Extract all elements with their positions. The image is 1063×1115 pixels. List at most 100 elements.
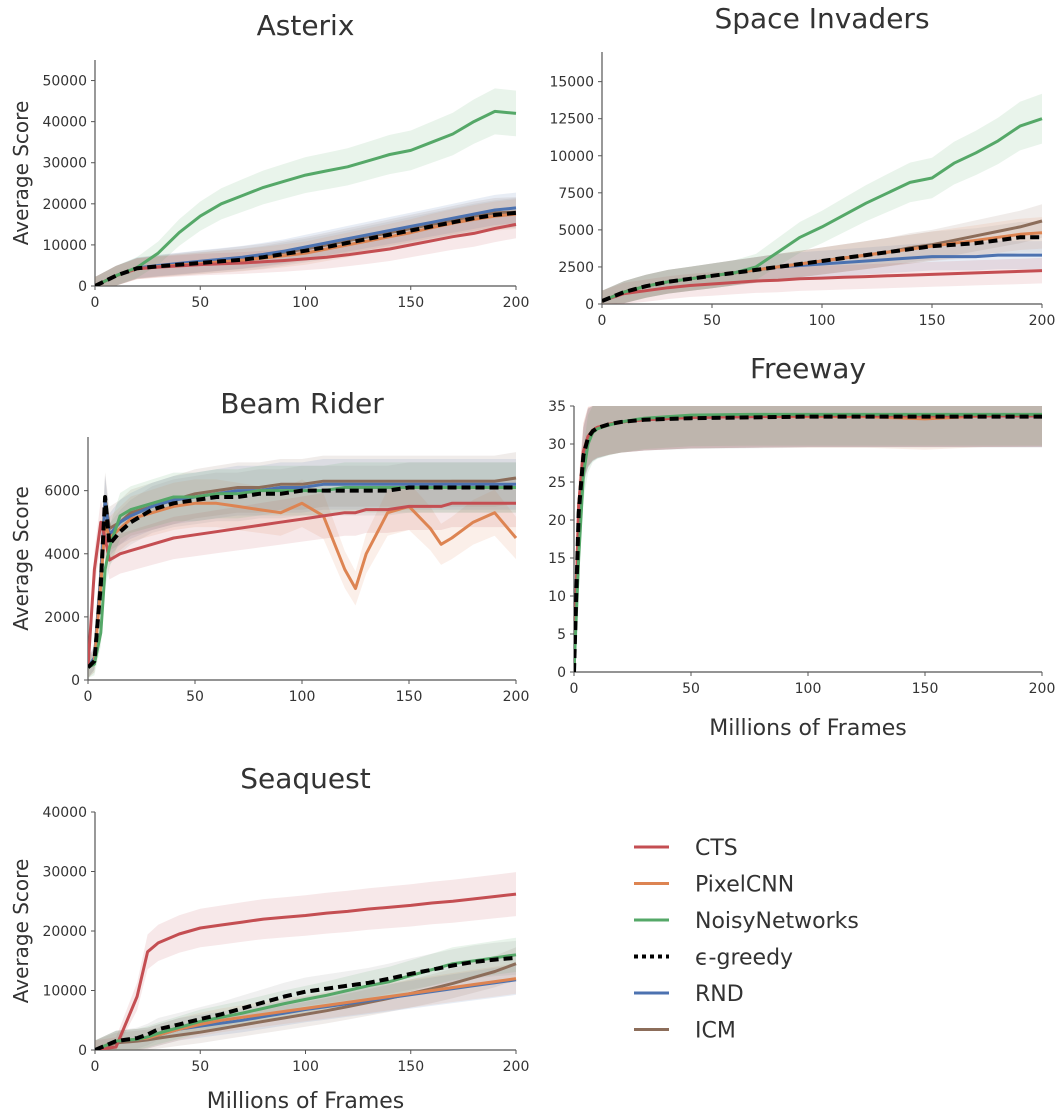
- series-line-icm: [88, 476, 517, 669]
- legend-label: RND: [695, 982, 744, 1007]
- y-tick-label: 10000: [549, 149, 594, 165]
- y-axis-label: Average Score: [9, 101, 33, 246]
- y-tick-label: 12500: [549, 112, 594, 128]
- x-tick-label: 50: [703, 313, 721, 329]
- x-tick-label: 0: [570, 681, 579, 697]
- chart-panel-1: Asterix 0 50 100 150 200 0 10000 20000 30000 40000…: [9, 9, 529, 311]
- x-axis-label: Millions of Frames: [207, 1089, 405, 1114]
- legend-item: PixelCNN: [634, 873, 794, 898]
- series-line-icm: [95, 962, 517, 1050]
- series-line-cts: [95, 892, 517, 1050]
- y-tick-label: 4000: [44, 547, 80, 563]
- band-rnd: [88, 459, 516, 679]
- x-tick-label: 0: [598, 313, 607, 329]
- x-tick-label: 0: [91, 1059, 100, 1075]
- y-tick-label: 40000: [42, 805, 87, 821]
- band-greedy: [574, 406, 1042, 672]
- x-tick-label: 50: [682, 681, 700, 697]
- y-tick-label: 40000: [42, 115, 87, 131]
- y-axis-label: Average Score: [9, 486, 33, 631]
- chart-panel-4: Freeway 0 50 100 150 200 0 5 10 15 20 25 30 35 Million…: [548, 352, 1055, 741]
- y-tick-label: 0: [71, 673, 80, 689]
- series-line-cts: [574, 414, 1042, 672]
- legend-item: CTS: [634, 836, 738, 861]
- x-tick-label: 100: [292, 295, 319, 311]
- chart-title: Freeway: [750, 352, 866, 385]
- y-tick-label: 7500: [558, 186, 594, 202]
- y-axis-label: Average Score: [9, 859, 33, 1004]
- series-line-rnd: [88, 482, 516, 669]
- y-tick-label: 20000: [42, 924, 87, 940]
- chart-title: Beam Rider: [220, 387, 384, 420]
- chart-panel-5: Seaquest 0 50 100 150 200 0 10000 20000 30000 4000…: [9, 762, 529, 1114]
- series-line-greedy: [602, 235, 1042, 303]
- series-line-rnd: [574, 414, 1042, 672]
- series-line-greedy: [574, 414, 1042, 672]
- series-line-cts: [88, 501, 516, 668]
- x-tick-label: 150: [919, 313, 946, 329]
- legend-label: CTS: [695, 836, 738, 861]
- x-tick-label: 100: [809, 313, 836, 329]
- y-tick-label: 15: [548, 551, 566, 567]
- x-axis-label: Millions of Frames: [709, 716, 907, 741]
- x-tick-label: 50: [191, 295, 209, 311]
- x-tick-label: 100: [292, 1059, 319, 1075]
- x-tick-label: 200: [1029, 313, 1056, 329]
- x-tick-label: 150: [397, 295, 424, 311]
- legend-item: ICM: [634, 1019, 736, 1044]
- series-line-cts: [602, 269, 1043, 303]
- y-tick-label: 5: [557, 627, 566, 643]
- x-tick-label: 0: [91, 295, 100, 311]
- legend: CTS PixelCNN NoisyNetworks ϵ-greedy RND ICM: [634, 836, 859, 1044]
- series-line-icm: [574, 414, 1042, 672]
- x-tick-label: 50: [191, 1059, 209, 1075]
- x-tick-label: 200: [503, 1059, 530, 1075]
- band-pixelcnn: [88, 479, 516, 679]
- series-line-greedy: [88, 485, 516, 669]
- y-tick-label: 15000: [549, 75, 594, 91]
- series-line-greedy: [95, 955, 517, 1050]
- y-tick-label: 6000: [44, 484, 80, 500]
- band-pixelcnn: [574, 406, 1042, 672]
- series-line-greedy: [95, 210, 517, 286]
- y-tick-label: 10000: [42, 984, 87, 1000]
- x-tick-label: 200: [503, 295, 530, 311]
- series-line-noisynetworks: [574, 412, 1042, 672]
- y-tick-label: 20000: [42, 197, 87, 213]
- x-tick-label: 100: [289, 689, 316, 705]
- series-line-pixelcnn: [574, 413, 1043, 672]
- band-cts: [602, 257, 1042, 304]
- y-tick-label: 10: [548, 589, 566, 605]
- x-tick-label: 150: [396, 689, 423, 705]
- band-noisynetworks: [95, 88, 516, 286]
- chart-title: Seaquest: [240, 762, 370, 795]
- band-icm: [574, 406, 1042, 672]
- band-greedy: [88, 462, 516, 679]
- y-tick-label: 30000: [42, 865, 87, 881]
- band-noisynetworks: [88, 462, 516, 679]
- band-cts: [88, 479, 516, 679]
- band-icm: [88, 452, 516, 679]
- y-tick-label: 50000: [42, 74, 87, 90]
- series-line-noisynetworks: [95, 109, 517, 286]
- chart-title: Asterix: [257, 9, 355, 42]
- chart-panel-2: Space Invaders 0 50 100 150 200 0 2500 5000 7500 1…: [549, 2, 1055, 329]
- y-tick-label: 20: [548, 513, 566, 529]
- y-tick-label: 30000: [42, 156, 87, 172]
- band-cts: [95, 872, 516, 1050]
- x-tick-label: 200: [503, 689, 530, 705]
- legend-label: PixelCNN: [695, 873, 794, 898]
- band-icm: [602, 204, 1042, 304]
- y-tick-label: 2500: [558, 260, 594, 276]
- band-cts: [574, 406, 1042, 672]
- band-noisynetworks: [602, 93, 1042, 304]
- y-tick-label: 0: [557, 665, 566, 681]
- x-tick-label: 0: [84, 689, 93, 705]
- y-tick-label: 10000: [42, 238, 87, 254]
- y-tick-label: 0: [585, 297, 594, 313]
- legend-label: ICM: [695, 1019, 736, 1044]
- y-tick-label: 35: [548, 399, 566, 415]
- band-pixelcnn: [95, 963, 516, 1050]
- legend-label: NoisyNetworks: [695, 909, 859, 934]
